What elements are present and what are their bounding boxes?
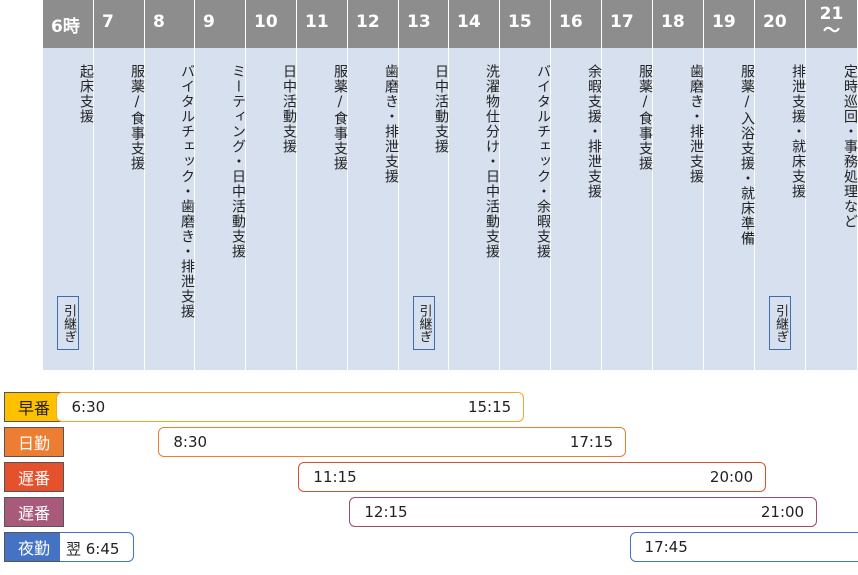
shift-start-time: 8:30 (173, 433, 208, 451)
activity-text: 歯磨き・排泄支援 (688, 64, 704, 184)
activity-text: 起床支援 (78, 64, 94, 124)
activity-cell: 余暇支援・排泄支援 (551, 48, 602, 370)
hour-header: 10 (246, 0, 297, 48)
hour-header: 8 (145, 0, 195, 48)
shift-label: 遅番 (4, 462, 64, 492)
hour-header: 6時 (43, 0, 94, 48)
handover-badge: 引継ぎ (57, 296, 79, 350)
activity-cell: バイタルチェック・歯磨き・排泄支援 (145, 48, 195, 370)
schedule-grid: 6時 起床支援 引継ぎ 7 服薬/食事支援 8 バイタルチェック・歯磨き・排泄支援 9 ミーティ… (43, 0, 858, 370)
activity-cell: 日中活動支援引継ぎ (399, 48, 449, 370)
activity-text: 定時巡回・事務処理など (842, 64, 858, 229)
activity-cell: 歯磨き・排泄支援 (348, 48, 399, 370)
shift-bar: 11:15 20:00 (298, 462, 767, 492)
hour-header: 21 〜 (806, 0, 858, 48)
activity-cell: ミーティング・日中活動支援 (195, 48, 246, 370)
activity-text: 服薬/食事支援 (332, 64, 348, 171)
hour-header: 17 (602, 0, 653, 48)
hour-header: 18 (653, 0, 704, 48)
activity-text: ミーティング・日中活動支援 (230, 64, 246, 259)
shift-end-time: 17:15 (569, 433, 614, 451)
hour-header: 7 (94, 0, 145, 48)
activity-text: 服薬/入浴支援・就床準備 (739, 64, 755, 246)
activity-cell: 洗濯物仕分け・日中活動支援 (449, 48, 500, 370)
activity-text: 服薬/食事支援 (637, 64, 653, 171)
hour-header: 16 (551, 0, 602, 48)
activity-text: 日中活動支援 (433, 64, 449, 154)
activity-cell: 服薬/食事支援 (297, 48, 348, 370)
activity-cell: 服薬/食事支援 (94, 48, 145, 370)
shift-start-time: 12:15 (364, 503, 408, 521)
shift-label: 早番 (4, 392, 64, 422)
shift-label: 遅番 (4, 497, 64, 527)
hour-header: 11 (297, 0, 348, 48)
shift-end-time: 翌 6:45 (66, 540, 120, 558)
shift-end-time: 15:15 (467, 398, 512, 416)
activity-text: 洗濯物仕分け・日中活動支援 (484, 64, 500, 259)
shift-start-time: 17:45 (644, 538, 688, 556)
activity-cell: 服薬/食事支援 (602, 48, 653, 370)
activity-text: 日中活動支援 (281, 64, 297, 154)
activity-cell: 排泄支援・就床支援引継ぎ (755, 48, 806, 370)
hour-header: 14 (449, 0, 500, 48)
activity-cell: 歯磨き・排泄支援 (653, 48, 704, 370)
activity-cell: 日中活動支援 (246, 48, 297, 370)
activity-text: 服薬/食事支援 (129, 64, 145, 171)
hour-header: 13 (399, 0, 449, 48)
hour-header: 20 (755, 0, 806, 48)
shift-start-time: 6:30 (71, 398, 106, 416)
activity-cell: バイタルチェック・余暇支援 (500, 48, 551, 370)
activity-cell: 起床支援引継ぎ (43, 48, 94, 370)
hour-header: 12 (348, 0, 399, 48)
shift-label: 夜勤 (4, 532, 64, 562)
activity-cell: 服薬/入浴支援・就床準備 (704, 48, 755, 370)
activity-text: バイタルチェック・歯磨き・排泄支援 (179, 64, 195, 319)
activity-text: 余暇支援・排泄支援 (586, 64, 602, 199)
shift-end-time: 21:00 (760, 503, 805, 521)
shift-bar: 8:30 17:15 (158, 427, 627, 457)
shift-start-time: 11:15 (313, 468, 357, 486)
shift-end-time: 20:00 (709, 468, 754, 486)
hour-header-part: 〜 (823, 21, 840, 41)
shift-bar: 6:30 15:15 (56, 392, 525, 422)
activity-cell: 定時巡回・事務処理など (806, 48, 858, 370)
activity-text: 排泄支援・就床支援 (790, 64, 806, 199)
shift-bar-night-end: 翌 6:45 (60, 532, 134, 562)
handover-badge: 引継ぎ (769, 296, 791, 350)
shift-bar-night-start: 17:45 (629, 532, 858, 562)
hour-header-part: 21 (819, 4, 844, 24)
handover-badge: 引継ぎ (412, 296, 435, 350)
shift-label: 日勤 (4, 427, 64, 457)
hour-header: 15 (500, 0, 551, 48)
hour-header: 19 (704, 0, 755, 48)
activity-text: 歯磨き・排泄支援 (383, 64, 399, 184)
hour-header: 9 (195, 0, 246, 48)
activity-text: バイタルチェック・余暇支援 (535, 64, 551, 259)
shift-bar: 12:15 21:00 (349, 497, 818, 527)
